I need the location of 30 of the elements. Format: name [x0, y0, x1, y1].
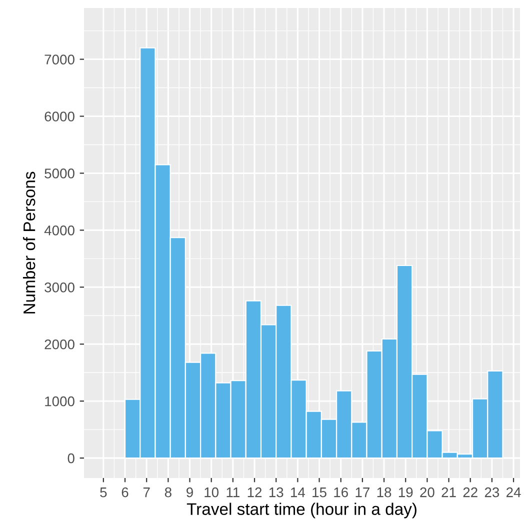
x-tick-label: 18 — [377, 487, 392, 498]
x-tick-label: 11 — [226, 488, 240, 498]
x-tick-label: 10 — [204, 487, 219, 498]
x-tick-label: 14 — [291, 488, 305, 498]
y-tick-label: 0 — [68, 453, 74, 464]
y-tick-label: 3000 — [44, 282, 74, 292]
x-tick-label: 6 — [122, 487, 128, 498]
y-tick-label: 4000 — [44, 226, 74, 236]
x-tick-label: 7 — [143, 488, 150, 498]
x-tick-label: 21 — [442, 487, 456, 498]
x-tick-label: 12 — [248, 487, 262, 498]
x-tick-label: 23 — [484, 487, 500, 498]
x-tick-label: 5 — [100, 488, 107, 498]
x-tick-label: 8 — [164, 487, 172, 498]
x-tick-label: 19 — [398, 487, 413, 498]
y-tick-label: 2000 — [44, 339, 74, 350]
y-tick-label: 7000 — [44, 54, 74, 64]
x-tick-label: 9 — [186, 487, 193, 498]
y-tick-label: 1000 — [45, 396, 74, 406]
y-axis-title: Number of Persons — [22, 172, 36, 314]
x-tick-label: 17 — [356, 488, 370, 498]
y-tick-label: 6000 — [44, 112, 74, 122]
x-tick-label: 16 — [334, 487, 348, 498]
x-tick-label: 20 — [420, 487, 434, 498]
x-tick-label: 22 — [463, 487, 478, 498]
x-axis-title: Travel start time (hour in a day) — [186, 502, 416, 518]
y-tick-label: 5000 — [44, 168, 74, 178]
x-tick-label: 24 — [506, 487, 521, 498]
x-tick-label: 13 — [269, 487, 284, 498]
x-tick-label: 15 — [312, 488, 326, 498]
